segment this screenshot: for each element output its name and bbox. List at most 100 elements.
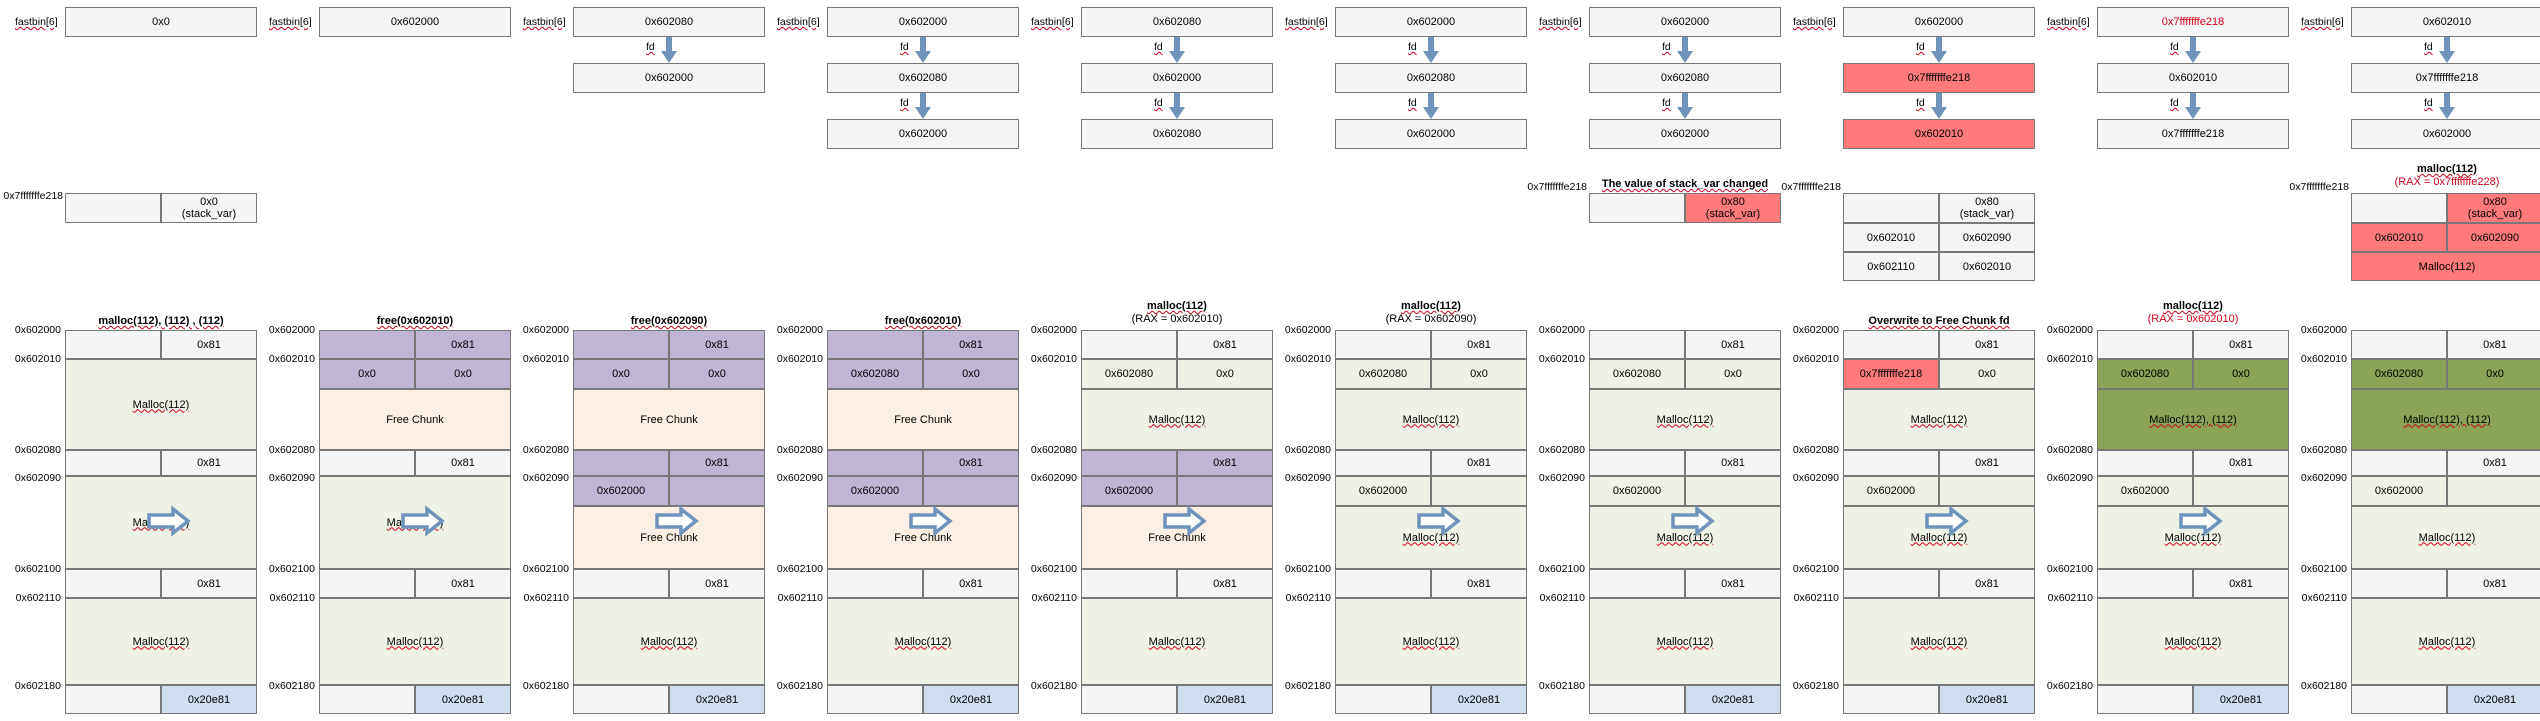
heap-cell (1081, 569, 1177, 598)
heap-cell (1335, 450, 1431, 476)
fastbin-entry: 0x602080 (573, 7, 765, 37)
heap-chunk-text: Malloc(112) (132, 398, 190, 411)
heap-address: 0x602100 (2300, 563, 2347, 575)
heap-cell: 0x20e81 (1431, 685, 1527, 714)
heap-cell (65, 330, 161, 359)
stack-cell (2351, 193, 2447, 223)
fastbin-entry: 0x7fffffffe218 (2097, 119, 2289, 149)
heap-address: 0x602080 (1284, 444, 1331, 456)
fastbin-word: fastbin[6] (1285, 16, 1328, 28)
heap-chunk-text: Malloc(112) (2164, 635, 2222, 648)
heap-address: 0x602010 (776, 353, 823, 365)
heap-chunk-text: Free Chunk (386, 413, 444, 426)
heap-chunk-body: Malloc(112), (112) (2097, 389, 2289, 450)
fastbin-word: fastbin[6] (2047, 16, 2090, 28)
heap-cell: 0x81 (415, 569, 511, 598)
fastbin-entry: 0x7fffffffe218 (2097, 7, 2289, 37)
heap-cell: 0x602000 (1843, 476, 1939, 506)
fastbin-entry: 0x602080 (1335, 63, 1527, 93)
heap-chunk-text: Free Chunk (894, 531, 952, 544)
heap-address: 0x602100 (268, 563, 315, 575)
heap-chunk-body: Malloc(112), (112) (2351, 389, 2540, 450)
heap-chunk-body: Malloc(112) (1589, 389, 1781, 450)
heap-address: 0x602080 (522, 444, 569, 456)
down-arrow-icon (915, 93, 931, 119)
heap-cell: 0x81 (1177, 569, 1273, 598)
fastbin-entry: 0x602000 (1335, 7, 1527, 37)
heap-address: 0x602080 (776, 444, 823, 456)
heap-address: 0x602010 (268, 353, 315, 365)
heap-chunk-body: Malloc(112) (1081, 598, 1273, 685)
heap-address: 0x602100 (1538, 563, 1585, 575)
heap-title: malloc(112), (112) , (112) (65, 315, 257, 327)
heap-cell (827, 450, 923, 476)
right-arrow-icon (655, 505, 699, 537)
fastbin-entry: 0x602000 (827, 119, 1019, 149)
fastbin-entry: 0x602080 (1081, 119, 1273, 149)
down-arrow-icon (1931, 37, 1947, 63)
heap-title: Overwrite to Free Chunk fd (1843, 315, 2035, 327)
stack-cell (1843, 193, 1939, 223)
heap-address: 0x602110 (2301, 592, 2347, 604)
fd-text: fd (1408, 97, 1417, 109)
heap-cell: 0x81 (669, 330, 765, 359)
heap-address: 0x602180 (14, 680, 61, 692)
heap-chunk-body: Malloc(112) (573, 598, 765, 685)
fd-text: fd (2170, 97, 2179, 109)
fastbin-word: fastbin[6] (2301, 16, 2344, 28)
heap-cell (827, 685, 923, 714)
stack-cell: 0x602010 (1939, 252, 2035, 281)
fastbin-label: fastbin[6] (269, 16, 312, 28)
heap-chunk-text: Malloc(112) (1656, 635, 1714, 648)
down-arrow-icon (2185, 37, 2201, 63)
heap-address: 0x602010 (2300, 353, 2347, 365)
heap-title: free(0x602010) (827, 315, 1019, 327)
heap-chunk-body: Malloc(112) (1081, 389, 1273, 450)
heap-title-text: free(0x602010) (376, 315, 454, 327)
heap-cell: 0x81 (1685, 330, 1781, 359)
heap-chunk-text: Malloc(112) (1910, 531, 1968, 544)
heap-address: 0x602080 (1030, 444, 1077, 456)
heap-cell (1335, 569, 1431, 598)
heap-address: 0x602010 (14, 353, 61, 365)
heap-cell (1335, 330, 1431, 359)
heap-cell: 0x81 (1685, 450, 1781, 476)
heap-address: 0x602110 (777, 592, 823, 604)
heap-cell (669, 476, 765, 506)
heap-chunk-text: Free Chunk (640, 413, 698, 426)
heap-chunk-text: Malloc(112) (1148, 413, 1206, 426)
heap-chunk-text: Malloc(112) (2164, 531, 2222, 544)
heap-chunk-body: Malloc(112) (2351, 598, 2540, 685)
heap-cell (1843, 450, 1939, 476)
heap-cell: 0x0 (2447, 359, 2540, 389)
heap-address: 0x602180 (1792, 680, 1839, 692)
fd-text: fd (646, 41, 655, 53)
heap-address: 0x602110 (523, 592, 569, 604)
stack-cell: 0x602110 (1843, 252, 1939, 281)
heap-cell: 0x602000 (2097, 476, 2193, 506)
down-arrow-icon (1677, 37, 1693, 63)
heap-address: 0x602090 (776, 472, 823, 484)
heap-title: malloc(112) (1081, 300, 1273, 312)
stack-title-text: The value of stack_var changed (1601, 178, 1769, 190)
fastbin-entry: 0x602010 (2097, 63, 2289, 93)
stack-var-cell: 0x0 (stack_var) (161, 193, 257, 223)
stack-address: 0x7fffffffe218 (1781, 181, 1841, 193)
heap-cell (827, 330, 923, 359)
heap-address: 0x602000 (2300, 324, 2347, 336)
fastbin-entry: 0x602000 (1081, 63, 1273, 93)
fastbin-entry: 0x602000 (2351, 119, 2540, 149)
heap-address: 0x602000 (776, 324, 823, 336)
fastbin-entry: 0x602080 (827, 63, 1019, 93)
fd-label: fd (2424, 97, 2433, 109)
down-arrow-icon (1931, 93, 1947, 119)
right-arrow-icon (147, 505, 191, 537)
heap-chunk-body: Malloc(112) (319, 598, 511, 685)
stack-cell: 0x602010 (1843, 223, 1939, 252)
stack-cell (65, 193, 161, 223)
fd-text: fd (1154, 97, 1163, 109)
heap-cell: 0x81 (1939, 330, 2035, 359)
heap-cell: 0x81 (2447, 450, 2540, 476)
heap-cell (2097, 569, 2193, 598)
fd-text: fd (2424, 41, 2433, 53)
